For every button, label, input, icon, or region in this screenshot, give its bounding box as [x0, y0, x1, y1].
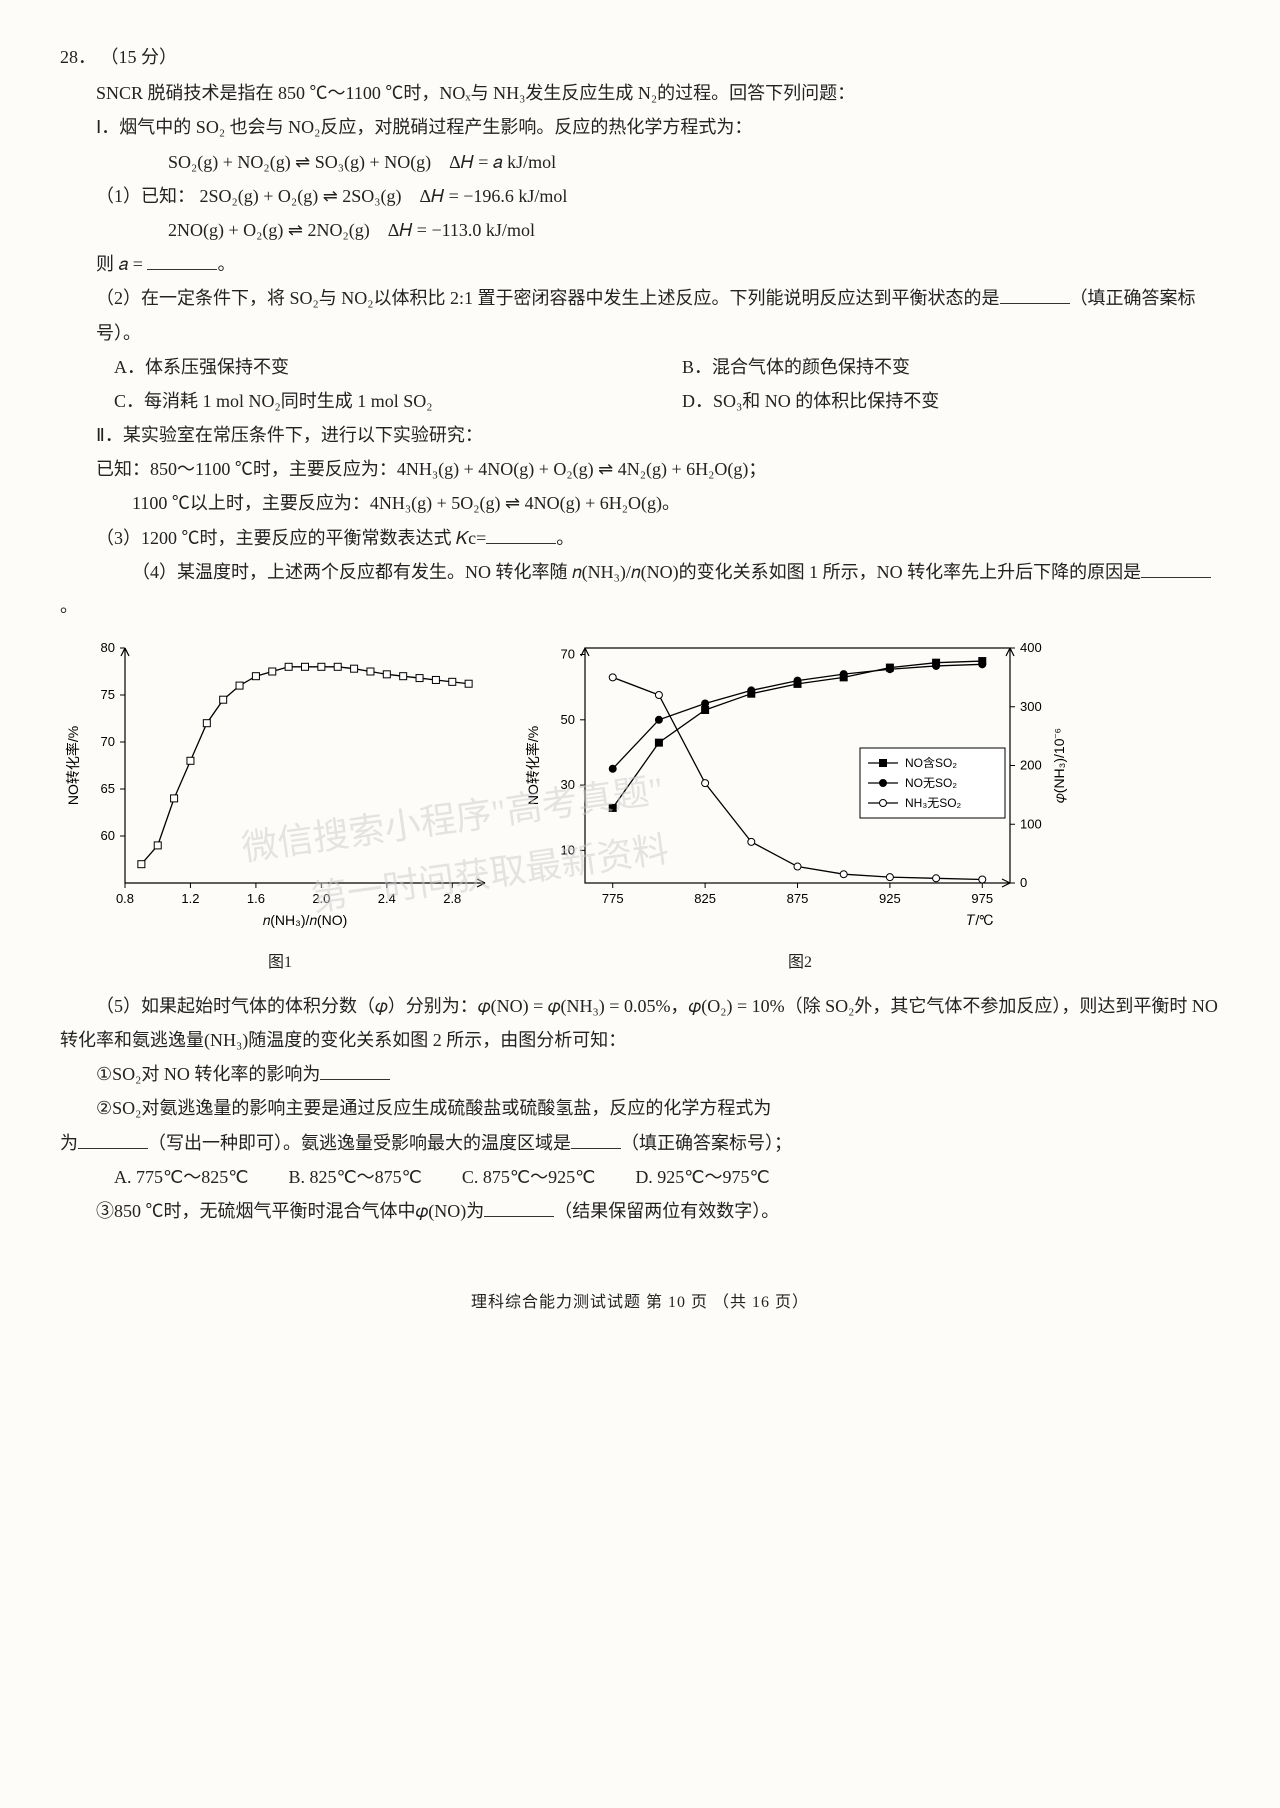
svg-text:𝑇/℃: 𝑇/℃ — [967, 912, 994, 928]
svg-text:775: 775 — [602, 891, 624, 906]
svg-text:2.4: 2.4 — [378, 891, 396, 906]
opt-A: A．体系压强保持不变 — [114, 350, 652, 384]
blank-5-1 — [320, 1061, 390, 1080]
sub5-3b: （结果保留两位有效数字）。 — [554, 1201, 779, 1221]
svg-text:𝑛(NH₃)/𝑛(NO): 𝑛(NH₃)/𝑛(NO) — [263, 912, 348, 928]
svg-text:975: 975 — [971, 891, 993, 906]
intro-text: SNCR 脱硝技术是指在 850 ℃～1100 ℃时，NOₓ与 NH₃发生反应生… — [60, 76, 1220, 110]
svg-text:60: 60 — [101, 828, 115, 843]
known-line-2: 1100 ℃以上时，主要反应为：4NH₃(g) + 5O₂(g) ⇌ 4NO(g… — [60, 486, 1220, 520]
figure-1-svg: 0.8 1.2 1.6 2.0 2.4 2.8 60 65 70 75 80 𝑛(NH₃)/𝑛(NO)… — [60, 633, 500, 933]
sub4: （4）某温度时，上述两个反应都有发生。NO 转化率随 𝑛(NH₃)/𝑛(NO)的… — [60, 555, 1220, 623]
then-a-prefix: 则 𝑎 = — [96, 254, 147, 274]
then-a-suffix: 。 — [217, 254, 235, 274]
blank-4 — [1141, 559, 1211, 578]
opt-C: C．每消耗 1 mol NO₂同时生成 1 mol SO₂ — [114, 384, 652, 418]
opt-B: B．混合气体的颜色保持不变 — [682, 350, 1220, 384]
blank-a — [147, 251, 217, 270]
sub3-a: （3）1200 ℃时，主要反应的平衡常数表达式 𝐾c= — [96, 528, 486, 548]
svg-text:200: 200 — [1020, 758, 1042, 773]
svg-text:300: 300 — [1020, 699, 1042, 714]
svg-text:NO含SO₂: NO含SO₂ — [905, 755, 957, 770]
svg-text:50: 50 — [561, 712, 575, 727]
figure-1: 0.8 1.2 1.6 2.0 2.4 2.8 60 65 70 75 80 𝑛(NH₃)/𝑛(NO)… — [60, 633, 500, 979]
svg-text:10: 10 — [561, 843, 575, 858]
opt5-C: C. 875℃～925℃ — [462, 1160, 595, 1194]
svg-text:70: 70 — [561, 647, 575, 662]
opt5-B: B. 825℃～875℃ — [288, 1160, 421, 1194]
blank-5-2a — [78, 1130, 148, 1149]
svg-text:0: 0 — [1020, 875, 1027, 890]
sub5-3: ③850 ℃时，无硫烟气平衡时混合气体中𝜑(NO)为 （结果保留两位有效数字）。 — [60, 1194, 1220, 1228]
svg-text:400: 400 — [1020, 640, 1042, 655]
svg-text:0.8: 0.8 — [116, 891, 134, 906]
svg-text:NH₃无SO₂: NH₃无SO₂ — [905, 796, 962, 810]
svg-text:875: 875 — [787, 891, 809, 906]
question-number: 28． — [60, 47, 96, 67]
sub4-a: （4）某温度时，上述两个反应都有发生。NO 转化率随 𝑛(NH₃)/𝑛(NO)的… — [60, 555, 1141, 589]
sub5-1a: ①SO₂对 NO 转化率的影响为 — [96, 1064, 320, 1084]
page-footer: 理科综合能力测试试题 第 10 页 （共 16 页） — [60, 1288, 1220, 1318]
sub3-b: 。 — [556, 528, 574, 548]
svg-text:65: 65 — [101, 781, 115, 796]
svg-text:100: 100 — [1020, 816, 1042, 831]
equation-3: 2NO(g) + O₂(g) ⇌ 2NO₂(g) Δ𝐻 = −113.0 kJ/… — [60, 213, 1220, 247]
then-a: 则 𝑎 = 。 — [60, 247, 1220, 281]
equation-1: SO₂(g) + NO₂(g) ⇌ SO₃(g) + NO(g) Δ𝐻 = 𝑎 … — [60, 145, 1220, 179]
sub5-1: ①SO₂对 NO 转化率的影响为 — [60, 1057, 1220, 1091]
figure-2-svg: 775 825 875 925 975 10 30 50 70 0 100 200 300 400 𝑇/℃ N… — [520, 633, 1080, 933]
sub5-2b: （写出一种即可）。氨逃逸量受影响最大的温度区域是 — [148, 1133, 571, 1153]
svg-text:NO转化率/%: NO转化率/% — [65, 726, 81, 805]
svg-text:NO转化率/%: NO转化率/% — [525, 726, 541, 805]
sub5: （5）如果起始时气体的体积分数（𝜑）分别为：𝜑(NO) = 𝜑(NH₃) = 0… — [60, 989, 1220, 1057]
question-points: （15 分） — [101, 47, 178, 67]
question-header: 28． （15 分） — [60, 40, 1220, 74]
svg-text:925: 925 — [879, 891, 901, 906]
sub5-2c: （填正确答案标号）； — [621, 1133, 792, 1153]
options-q2: A．体系压强保持不变 B．混合气体的颜色保持不变 C．每消耗 1 mol NO₂… — [60, 350, 1220, 418]
sub5-3a: ③850 ℃时，无硫烟气平衡时混合气体中𝜑(NO)为 — [96, 1201, 484, 1221]
svg-text:75: 75 — [101, 687, 115, 702]
svg-text:𝜑(NH₃)/10⁻⁶: 𝜑(NH₃)/10⁻⁶ — [1051, 728, 1067, 803]
svg-text:70: 70 — [101, 734, 115, 749]
svg-text:30: 30 — [561, 777, 575, 792]
figure-1-caption: 图1 — [60, 948, 500, 978]
svg-text:825: 825 — [694, 891, 716, 906]
known-line: 已知：850～1100 ℃时，主要反应为：4NH₃(g) + 4NO(g) + … — [60, 452, 1220, 486]
svg-text:NO无SO₂: NO无SO₂ — [905, 776, 957, 790]
blank-2 — [1000, 285, 1070, 304]
part1-lead: Ⅰ．烟气中的 SO₂ 也会与 NO₂反应，对脱硝过程产生影响。反应的热化学方程式… — [60, 110, 1220, 144]
blank-5-3 — [484, 1198, 554, 1217]
blank-3 — [486, 525, 556, 544]
sub1: （1）已知： 2SO₂(g) + O₂(g) ⇌ 2SO₃(g) Δ𝐻 = −1… — [60, 179, 1220, 213]
options-q5: A. 775℃～825℃ B. 825℃～875℃ C. 875℃～925℃ D… — [60, 1160, 1220, 1194]
sub5-2: ②SO₂对氨逃逸量的影响主要是通过反应生成硫酸盐或硫酸氢盐，反应的化学方程式为 … — [60, 1091, 1220, 1159]
part2-lead: Ⅱ．某实验室在常压条件下，进行以下实验研究： — [60, 418, 1220, 452]
opt-D: D．SO₃和 NO 的体积比保持不变 — [682, 384, 1220, 418]
sub5-2a: ②SO₂对氨逃逸量的影响主要是通过反应生成硫酸盐或硫酸氢盐，反应的化学方程式为 — [96, 1098, 771, 1118]
sub4-b: 。 — [60, 596, 78, 616]
equation-2: 2SO₂(g) + O₂(g) ⇌ 2SO₃(g) Δ𝐻 = −196.6 kJ… — [200, 186, 568, 206]
svg-text:80: 80 — [101, 640, 115, 655]
opt5-D: D. 925℃～975℃ — [635, 1160, 769, 1194]
svg-text:1.6: 1.6 — [247, 891, 265, 906]
opt5-A: A. 775℃～825℃ — [114, 1160, 248, 1194]
sub3: （3）1200 ℃时，主要反应的平衡常数表达式 𝐾c= 。 — [60, 521, 1220, 555]
sub2-a: （2）在一定条件下，将 SO₂与 NO₂以体积比 2:1 置于密闭容器中发生上述… — [96, 288, 1000, 308]
figures-row: 0.8 1.2 1.6 2.0 2.4 2.8 60 65 70 75 80 𝑛(NH₃)/𝑛(NO)… — [60, 633, 1220, 979]
sub2: （2）在一定条件下，将 SO₂与 NO₂以体积比 2:1 置于密闭容器中发生上述… — [60, 281, 1220, 349]
blank-5-2b — [571, 1130, 621, 1149]
svg-text:2.0: 2.0 — [312, 891, 330, 906]
exam-page: 微信搜索小程序"高考真题" 第一时间获取最新资料 28． （15 分） SNCR… — [60, 40, 1220, 1318]
svg-text:2.8: 2.8 — [443, 891, 461, 906]
svg-text:1.2: 1.2 — [181, 891, 199, 906]
figure-2-caption: 图2 — [520, 948, 1080, 978]
figure-2: 775 825 875 925 975 10 30 50 70 0 100 200 300 400 𝑇/℃ N… — [520, 633, 1080, 979]
sub1-lead: （1）已知： — [96, 186, 195, 206]
